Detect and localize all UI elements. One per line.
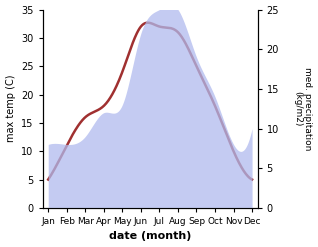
Y-axis label: med. precipitation
(kg/m2): med. precipitation (kg/m2) xyxy=(293,67,313,150)
X-axis label: date (month): date (month) xyxy=(109,231,191,242)
Y-axis label: max temp (C): max temp (C) xyxy=(5,75,16,143)
